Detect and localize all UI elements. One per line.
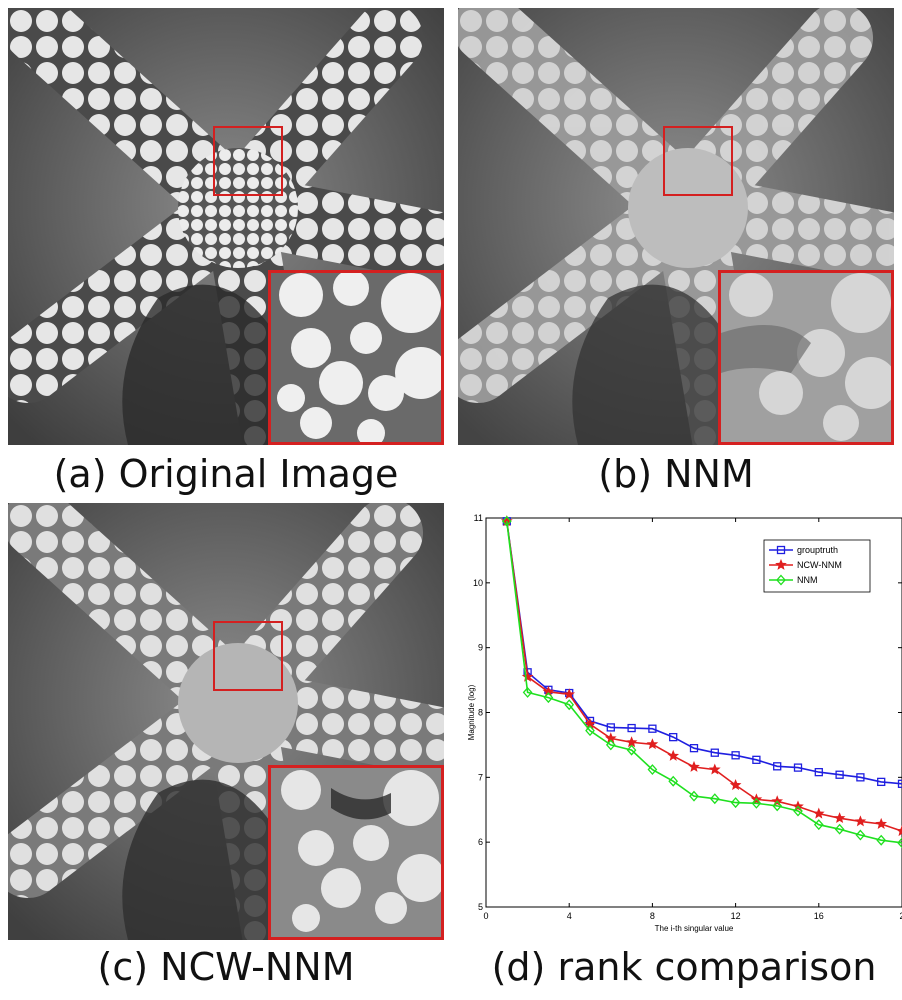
data-point: [855, 829, 866, 841]
data-point: [626, 744, 637, 756]
data-point: [729, 779, 742, 791]
data-point: [731, 751, 740, 760]
data-point: [627, 723, 636, 733]
data-point: [710, 748, 719, 757]
roi-box: [213, 621, 283, 691]
y-tick-label: 5: [478, 902, 483, 912]
data-point: [564, 699, 575, 711]
data-point: [648, 724, 657, 733]
data-point: [605, 739, 616, 751]
rank-comparison-chart: 0 4 8 12 16 2 5 6 7 8 9 10 11 The i-th singular value…: [467, 513, 902, 933]
data-point: [563, 688, 576, 700]
data-point: [813, 819, 824, 831]
data-point: [689, 790, 699, 802]
caption-b: (b) NNM: [598, 452, 754, 496]
caption-c: (c) NCW-NNM: [97, 945, 355, 989]
y-tick-label: 9: [478, 643, 483, 653]
data-point: [856, 773, 865, 782]
data-point: [775, 558, 787, 570]
data-point: [522, 686, 533, 698]
data-point: [521, 670, 534, 682]
data-point: [876, 834, 887, 846]
x-axis-label: The i-th singular value: [655, 924, 734, 933]
data-point: [877, 777, 886, 787]
ncw-nnm-image: [8, 503, 444, 940]
data-point: [834, 823, 845, 835]
original-image: [8, 8, 444, 445]
data-point: [606, 723, 615, 732]
x-tick-label: 2: [899, 911, 902, 921]
legend-label: NNM: [797, 575, 818, 585]
x-tick-label: 4: [567, 911, 572, 921]
data-point: [647, 764, 658, 776]
data-point: [688, 760, 700, 772]
data-point: [776, 574, 786, 586]
data-point: [793, 805, 803, 817]
x-tick-label: 8: [650, 911, 655, 921]
zoom-inset: [268, 765, 444, 940]
data-point: [669, 732, 678, 742]
zoom-inset: [268, 270, 444, 445]
data-point: [897, 779, 902, 788]
zoom-inset: [718, 270, 894, 445]
data-point: [751, 797, 762, 809]
data-point: [773, 762, 782, 771]
data-point: [776, 545, 786, 555]
data-point: [833, 812, 846, 824]
y-tick-label: 7: [478, 772, 483, 782]
y-tick-label: 11: [474, 513, 483, 523]
data-point: [585, 725, 595, 737]
legend-label: NCW-NNM: [797, 560, 842, 570]
data-point: [689, 744, 699, 753]
data-point: [668, 775, 679, 787]
data-point: [708, 763, 721, 775]
nnm-image: [458, 8, 894, 445]
data-point: [814, 767, 823, 777]
data-point: [897, 837, 902, 849]
data-point: [896, 825, 902, 837]
data-point: [835, 770, 844, 779]
data-point: [646, 738, 659, 750]
y-tick-label: 10: [473, 578, 483, 588]
data-point: [501, 515, 512, 527]
data-point: [667, 749, 680, 761]
data-point: [543, 692, 554, 704]
caption-a: (a) Original Image: [53, 452, 399, 496]
y-axis-label: Magnitude (log): [467, 684, 476, 740]
legend-label: grouptruth: [797, 545, 838, 555]
data-point: [875, 817, 888, 829]
y-tick-label: 8: [478, 708, 483, 718]
data-point: [793, 763, 803, 772]
x-tick-label: 0: [483, 911, 488, 921]
data-point: [854, 815, 867, 827]
x-tick-label: 16: [814, 911, 824, 921]
roi-box: [213, 126, 283, 196]
x-tick-label: 12: [731, 911, 741, 921]
y-tick-label: 6: [478, 837, 483, 847]
data-point: [752, 755, 761, 764]
roi-box: [663, 126, 733, 196]
data-point: [772, 800, 783, 812]
data-point: [625, 736, 638, 748]
data-point: [709, 793, 720, 805]
data-point: [730, 797, 741, 809]
caption-d: (d) rank comparison: [491, 945, 877, 989]
data-point: [812, 807, 825, 819]
